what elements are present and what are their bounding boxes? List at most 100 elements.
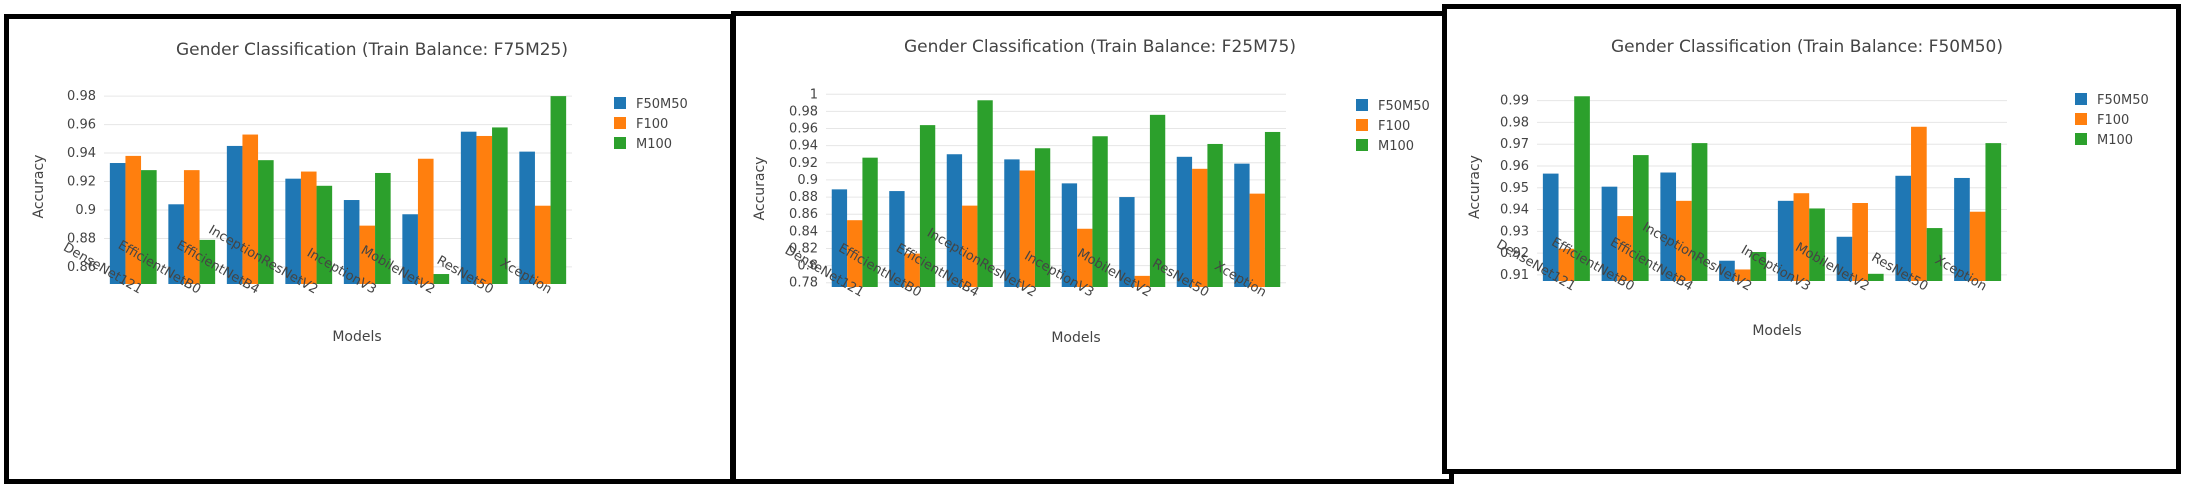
bar-f100-resnet50 <box>476 135 493 284</box>
legend-swatch-m100 <box>614 137 626 149</box>
bar-f50m50-mobilenetv2 <box>1836 236 1853 281</box>
y-tick-label: 0.84 <box>789 224 818 239</box>
chart-title: Gender Classification (Train Balance: F2… <box>904 37 1296 57</box>
bar-m100-resnet50 <box>1207 143 1223 287</box>
bar-m100-densenet121 <box>1574 96 1590 281</box>
bar-m100-inceptionv3 <box>375 172 391 284</box>
bar-f50m50-resnet50 <box>1176 156 1193 287</box>
bar-f50m50-efficientnetb4 <box>946 154 963 287</box>
bar-f100-efficientnetb4 <box>1676 200 1692 281</box>
legend-swatch-f100 <box>1356 119 1368 131</box>
bar-m100-densenet121 <box>141 170 157 284</box>
bar-f50m50-resnet50 <box>1895 175 1912 281</box>
y-tick-label: 0.92 <box>67 175 96 190</box>
bar-f100-mobilenetv2 <box>1852 203 1868 281</box>
y-tick-label: 0.92 <box>1500 246 1529 261</box>
y-tick-label: 0.78 <box>789 276 818 291</box>
legend-swatch-m100 <box>2075 133 2087 145</box>
legend-label: F100 <box>636 117 668 132</box>
bar-m100-xception <box>550 96 567 284</box>
y-axis-label: Accuracy <box>752 157 768 221</box>
bar-m100-efficientnetb4 <box>1691 143 1708 281</box>
y-tick-label: 0.86 <box>789 207 818 222</box>
y-tick-label: 0.94 <box>67 146 96 161</box>
bar-f50m50-inceptionv3 <box>343 200 360 284</box>
bar-m100-efficientnetb4 <box>258 160 274 284</box>
bar-m100-efficientnetb0 <box>199 239 216 284</box>
y-axis-label: Accuracy <box>1467 155 1483 219</box>
bar-f50m50-inceptionv3 <box>1777 200 1794 281</box>
bar-f50m50-xception <box>1954 177 1970 281</box>
y-tick-label: 0.95 <box>1500 181 1529 196</box>
y-tick-label: 0.96 <box>789 122 818 137</box>
y-tick-label: 0.86 <box>67 260 96 275</box>
y-tick-label: 0.98 <box>1500 115 1529 130</box>
bar-f100-densenet121 <box>1558 248 1575 281</box>
bar-m100-resnet50 <box>1926 228 1943 281</box>
legend-label: M100 <box>1378 139 1414 154</box>
bar-f50m50-inceptionresnetv2 <box>1004 159 1020 287</box>
bar-f50m50-densenet121 <box>831 189 848 287</box>
legend-label: F100 <box>1378 119 1410 134</box>
bar-m100-inceptionresnetv2 <box>1034 148 1051 287</box>
legend-swatch-m100 <box>1356 139 1368 151</box>
bar-f100-efficientnetb4 <box>962 205 978 287</box>
y-tick-label: 0.9 <box>75 203 96 218</box>
y-axis-label: Accuracy <box>31 155 47 219</box>
y-tick-label: 0.88 <box>789 190 818 205</box>
bar-f100-inceptionresnetv2 <box>1019 170 1035 287</box>
bar-f100-inceptionv3 <box>359 225 376 284</box>
legend-swatch-f50m50 <box>2075 93 2087 105</box>
bar-m100-efficientnetb4 <box>977 100 993 287</box>
bar-m100-inceptionv3 <box>1809 208 1825 281</box>
bar-f50m50-mobilenetv2 <box>1119 197 1135 287</box>
bar-f100-resnet50 <box>1911 126 1927 281</box>
bar-f100-mobilenetv2 <box>1134 275 1150 287</box>
bar-m100-mobilenetv2 <box>433 274 450 284</box>
bar-f50m50-densenet121 <box>1542 173 1559 281</box>
bar-f50m50-xception <box>1234 163 1250 287</box>
y-tick-label: 0.96 <box>1500 159 1529 174</box>
bar-chart-f50m50: 0.910.920.930.940.950.960.970.980.99Dens… <box>1467 37 2149 339</box>
bar-f100-densenet121 <box>847 220 863 287</box>
x-axis-label: Models <box>332 329 381 345</box>
y-tick-label: 0.94 <box>1500 203 1529 218</box>
bar-f100-inceptionresnetv2 <box>300 171 317 284</box>
y-tick-label: 0.8 <box>797 259 818 274</box>
legend-label: F50M50 <box>1378 99 1430 114</box>
bar-f100-efficientnetb4 <box>242 134 259 284</box>
y-tick-label: 0.9 <box>797 173 818 188</box>
bar-f50m50-resnet50 <box>460 131 477 284</box>
bar-f100-inceptionv3 <box>1077 228 1093 287</box>
y-tick-label: 0.88 <box>67 231 96 246</box>
bar-f100-xception <box>534 205 551 284</box>
legend-swatch-f50m50 <box>1356 99 1368 111</box>
bar-m100-efficientnetb0 <box>1632 155 1649 281</box>
y-tick-label: 0.98 <box>789 104 818 119</box>
chart-title: Gender Classification (Train Balance: F7… <box>176 40 568 60</box>
bar-f50m50-densenet121 <box>109 163 126 284</box>
legend-swatch-f100 <box>614 117 626 129</box>
bar-f100-densenet121 <box>125 155 142 284</box>
bar-f50m50-efficientnetb0 <box>1601 186 1618 281</box>
bar-f100-xception <box>1969 211 1986 281</box>
bar-f50m50-efficientnetb0 <box>889 191 905 287</box>
y-tick-label: 0.97 <box>1500 137 1529 152</box>
y-tick-label: 0.94 <box>789 139 818 154</box>
legend-label: M100 <box>2097 133 2133 148</box>
y-tick-label: 0.99 <box>1500 94 1529 109</box>
chart-panel-f75m25: 0.86 0.88 0.9 0.92 0.94 0.96 0.98 DenseNet121 Ef… <box>4 14 735 484</box>
bar-f50m50-efficientnetb4 <box>1660 172 1677 281</box>
chart-title: Gender Classification (Train Balance: F5… <box>1611 37 2003 57</box>
bar-f50m50-efficientnetb4 <box>226 145 243 284</box>
legend-label: F100 <box>2097 113 2129 128</box>
bar-f100-efficientnetb0 <box>183 170 200 284</box>
bar-m100-mobilenetv2 <box>1867 273 1884 281</box>
y-tick-label: 0.82 <box>789 241 818 256</box>
x-axis-label: Models <box>1051 330 1100 346</box>
y-tick-label: 0.92 <box>789 156 818 171</box>
bar-f100-xception <box>1249 193 1265 287</box>
bar-f100-mobilenetv2 <box>417 158 434 284</box>
y-tick-label: 0.98 <box>67 89 96 104</box>
bar-m100-resnet50 <box>492 127 508 284</box>
